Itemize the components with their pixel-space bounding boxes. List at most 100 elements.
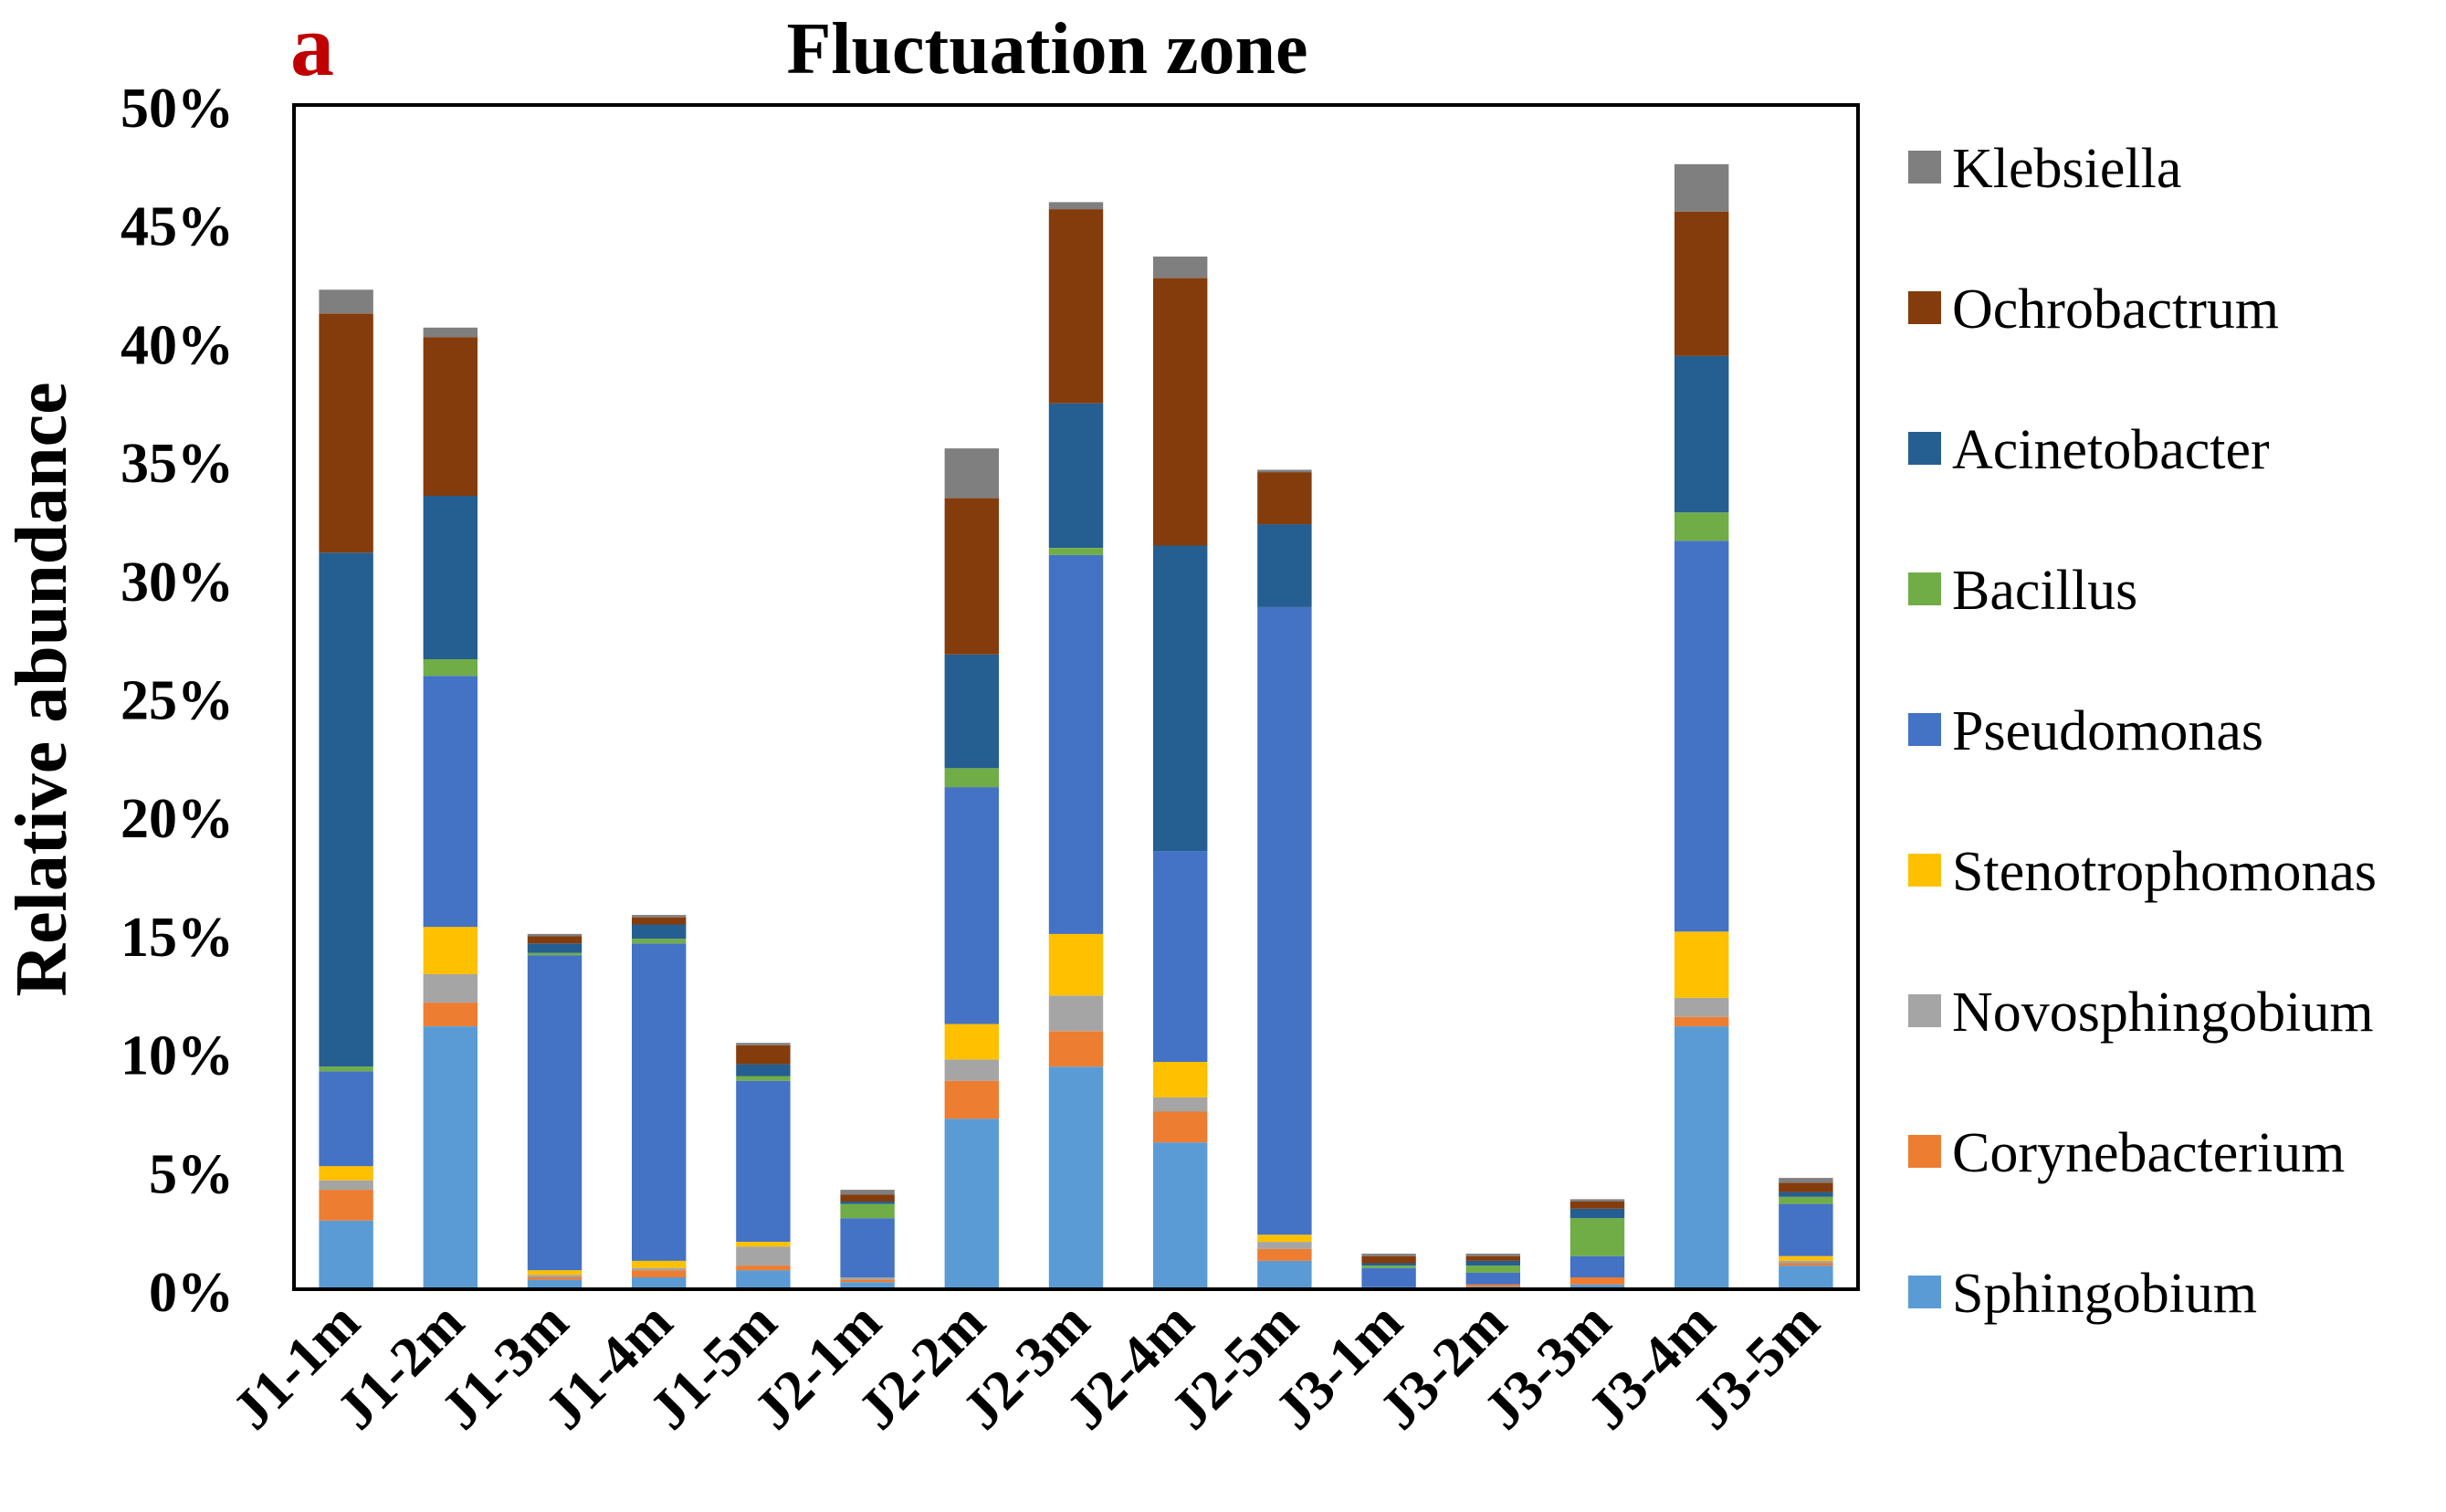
- bar-segment-pseudomonas-j3-1m: [1361, 1267, 1416, 1287]
- bar-segment-corynebacterium-j1-5m: [736, 1265, 791, 1271]
- legend-swatch-corynebacterium: [1908, 1135, 1941, 1168]
- bar-segment-ochrobactrum-j3-5m: [1779, 1182, 1833, 1192]
- bar-segment-pseudomonas-j2-4m: [1153, 851, 1208, 1062]
- bar-segment-bacillus-j1-1m: [319, 1066, 373, 1072]
- legend-label-corynebacterium: Corynebacterium: [1952, 1122, 2345, 1184]
- bar-segment-sphingobium-j1-2m: [423, 1026, 478, 1289]
- bar-segment-klebsiella-j3-4m: [1674, 163, 1729, 212]
- legend-swatch-acinetobacter: [1908, 432, 1941, 465]
- bar-segment-corynebacterium-j2-4m: [1153, 1111, 1208, 1143]
- bar-segment-ochrobactrum-j2-1m: [840, 1194, 895, 1202]
- bar-segment-bacillus-j3-1m: [1361, 1265, 1416, 1268]
- legend-label-ochrobactrum: Ochrobactrum: [1952, 278, 2279, 341]
- y-tick-label: 50%: [121, 78, 234, 140]
- bar-segment-ochrobactrum-j1-4m: [632, 917, 687, 925]
- bar-segment-novosphingobium-j2-3m: [1048, 995, 1104, 1032]
- bar-segment-pseudomonas-j1-4m: [632, 943, 687, 1261]
- bar-segment-ochrobactrum-j1-2m: [423, 337, 478, 496]
- legend-label-bacillus: Bacillus: [1952, 560, 2137, 622]
- y-axis-ticks: 0% 5% 10% 15% 20% 25% 30% 35% 40% 45% 50%: [121, 78, 234, 1324]
- bar-segment-bacillus-j3-3m: [1569, 1218, 1625, 1256]
- bar-segment-pseudomonas-j1-2m: [423, 676, 478, 928]
- bar-segment-klebsiella-j1-2m: [423, 327, 478, 338]
- bar-segment-klebsiella-j2-2m: [944, 448, 999, 499]
- legend-swatch-ochrobactrum: [1908, 291, 1941, 324]
- bar-segment-bacillus-j1-3m: [527, 952, 583, 956]
- bar-segment-novosphingobium-j2-2m: [944, 1059, 999, 1081]
- bar-segment-sphingobium-j2-3m: [1048, 1066, 1104, 1289]
- bar-segment-sphingobium-j2-4m: [1153, 1142, 1208, 1289]
- bar-segment-acinetobacter-j2-4m: [1153, 545, 1208, 852]
- bar-segment-novosphingobium-j3-4m: [1674, 997, 1729, 1017]
- bar-segment-sphingobium-j3-3m: [1569, 1284, 1625, 1289]
- bar-segment-acinetobacter-j3-1m: [1361, 1263, 1416, 1266]
- bar-segment-sphingobium-j3-4m: [1674, 1026, 1729, 1289]
- bar-segment-stenotrophomonas-j1-1m: [319, 1166, 373, 1181]
- bar-segment-bacillus-j2-1m: [840, 1203, 895, 1219]
- legend-label-sphingobium: Sphingobium: [1952, 1263, 2257, 1325]
- bar-segment-bacillus-j1-4m: [632, 939, 687, 944]
- legend-swatch-bacillus: [1908, 572, 1941, 605]
- bar-segment-pseudomonas-j3-5m: [1779, 1203, 1833, 1256]
- chart-title: Fluctuation zone: [786, 9, 1307, 89]
- bar-segment-corynebacterium-j1-1m: [319, 1190, 373, 1221]
- legend-swatch-pseudomonas: [1908, 713, 1941, 746]
- bar-segment-corynebacterium-j1-4m: [632, 1270, 687, 1277]
- bar-segment-sphingobium-j1-3m: [527, 1279, 583, 1289]
- bar-segment-stenotrophomonas-j3-4m: [1674, 931, 1729, 998]
- bar-segment-acinetobacter-j1-5m: [736, 1064, 791, 1076]
- bar-segment-klebsiella-j1-5m: [736, 1043, 791, 1045]
- y-tick-label: 40%: [121, 314, 234, 376]
- bar-segment-corynebacterium-j2-2m: [944, 1080, 999, 1119]
- bar-segment-klebsiella-j3-3m: [1569, 1199, 1625, 1202]
- bar-segment-novosphingobium-j1-4m: [632, 1267, 687, 1271]
- bar-segment-pseudomonas-j2-3m: [1048, 554, 1104, 934]
- bar-segment-corynebacterium-j3-3m: [1569, 1277, 1625, 1285]
- bar-segment-pseudomonas-j3-2m: [1465, 1272, 1520, 1285]
- bar-segment-sphingobium-j3-5m: [1779, 1265, 1833, 1289]
- bar-segment-acinetobacter-j2-2m: [944, 654, 999, 769]
- y-tick-label: 25%: [121, 670, 234, 732]
- bar-segment-sphingobium-j2-5m: [1257, 1260, 1312, 1289]
- bar-segment-klebsiella-j1-4m: [632, 915, 687, 918]
- bar-segment-ochrobactrum-j3-2m: [1465, 1255, 1520, 1261]
- legend-swatch-sphingobium: [1908, 1276, 1941, 1308]
- bar-segment-klebsiella-j2-3m: [1048, 202, 1104, 210]
- bar-segment-ochrobactrum-j1-1m: [319, 313, 373, 553]
- bar-segment-acinetobacter-j1-3m: [527, 943, 583, 953]
- bar-segment-klebsiella-j2-5m: [1257, 469, 1312, 473]
- bar-segment-bacillus-j3-5m: [1779, 1196, 1833, 1204]
- bar-segment-bacillus-j1-2m: [423, 659, 478, 677]
- bar-segment-sphingobium-j2-1m: [840, 1282, 895, 1289]
- bar-segment-acinetobacter-j2-5m: [1257, 524, 1312, 607]
- bar-segment-corynebacterium-j2-1m: [840, 1279, 895, 1283]
- y-tick-label: 30%: [121, 551, 234, 614]
- plot-area-frame: [292, 103, 1860, 1291]
- bar-segment-klebsiella-j3-2m: [1465, 1254, 1520, 1256]
- bar-segment-stenotrophomonas-j2-4m: [1153, 1062, 1208, 1097]
- bar-segment-pseudomonas-j1-5m: [736, 1080, 791, 1243]
- bar-segment-acinetobacter-j2-3m: [1048, 403, 1104, 548]
- bar-segment-novosphingobium-j2-4m: [1153, 1097, 1208, 1112]
- bar-segment-pseudomonas-j2-1m: [840, 1218, 895, 1277]
- bar-segment-acinetobacter-j1-1m: [319, 552, 373, 1067]
- bars-group: [319, 163, 1833, 1289]
- bar-segment-stenotrophomonas-j1-2m: [423, 927, 478, 974]
- bar-segment-ochrobactrum-j2-3m: [1048, 209, 1104, 404]
- y-tick-label: 35%: [121, 433, 234, 495]
- legend-label-stenotrophomonas: Stenotrophomonas: [1952, 841, 2377, 903]
- bar-segment-ochrobactrum-j1-3m: [527, 936, 583, 944]
- legend-label-novosphingobium: Novosphingobium: [1952, 982, 2374, 1044]
- y-tick-label: 45%: [121, 196, 234, 258]
- bar-segment-bacillus-j1-5m: [736, 1076, 791, 1081]
- bar-segment-stenotrophomonas-j1-3m: [527, 1270, 583, 1276]
- bar-segment-klebsiella-j3-1m: [1361, 1254, 1416, 1256]
- bar-segment-stenotrophomonas-j3-5m: [1779, 1255, 1833, 1261]
- bar-segment-ochrobactrum-j3-4m: [1674, 211, 1729, 356]
- bar-segment-pseudomonas-j2-2m: [944, 787, 999, 1024]
- bar-segment-bacillus-j2-2m: [944, 768, 999, 788]
- bar-segment-pseudomonas-j3-4m: [1674, 541, 1729, 932]
- bar-segment-klebsiella-j1-1m: [319, 289, 373, 314]
- bar-segment-stenotrophomonas-j1-5m: [736, 1242, 791, 1247]
